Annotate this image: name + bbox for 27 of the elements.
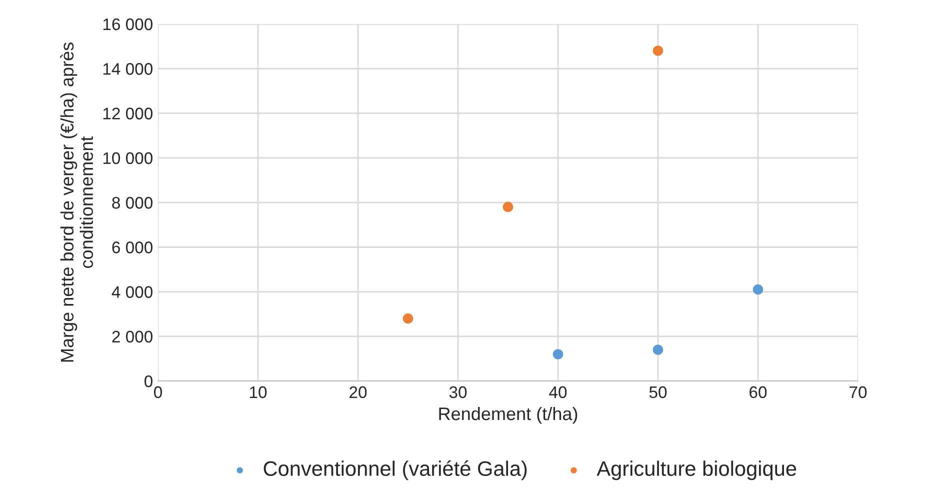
- x-tick-label: 10: [250, 386, 267, 398]
- legend-label: Agriculture biologique: [596, 460, 796, 480]
- point: [402, 313, 414, 324]
- point: [552, 349, 564, 360]
- x-axis-title: Rendement (t/ha): [439, 406, 578, 424]
- point: [502, 202, 514, 212]
- y-tick-label: 10 000: [103, 152, 152, 164]
- y-tick-label: 14 000: [103, 63, 152, 75]
- x-tick-label: 0: [154, 386, 162, 398]
- y-tick-label: 0: [144, 375, 152, 388]
- legend-label: Conventionnel (variété Gala): [264, 460, 527, 480]
- y-tick-label: 12 000: [103, 108, 152, 120]
- x-tick-label: 70: [850, 386, 867, 398]
- x-tick-label: 20: [350, 386, 367, 398]
- x-tick-label: 50: [649, 386, 667, 398]
- y-tick-label: 6 000: [112, 242, 152, 254]
- y-tick-label: 8 000: [112, 196, 152, 209]
- y-tick-label: 4 000: [112, 286, 152, 298]
- y-axis-title: Marge nette bord de verger (€/ha) après conditionnement: [60, 42, 94, 362]
- y-tick-label: 2 000: [112, 330, 152, 343]
- x-tick-label: 60: [750, 386, 767, 398]
- x-tick-label: 30: [449, 386, 467, 398]
- point: [652, 46, 664, 56]
- x-tick-label: 40: [549, 386, 567, 398]
- point: [752, 284, 764, 295]
- point: [652, 344, 664, 355]
- y-tick-label: 16 000: [103, 18, 152, 30]
